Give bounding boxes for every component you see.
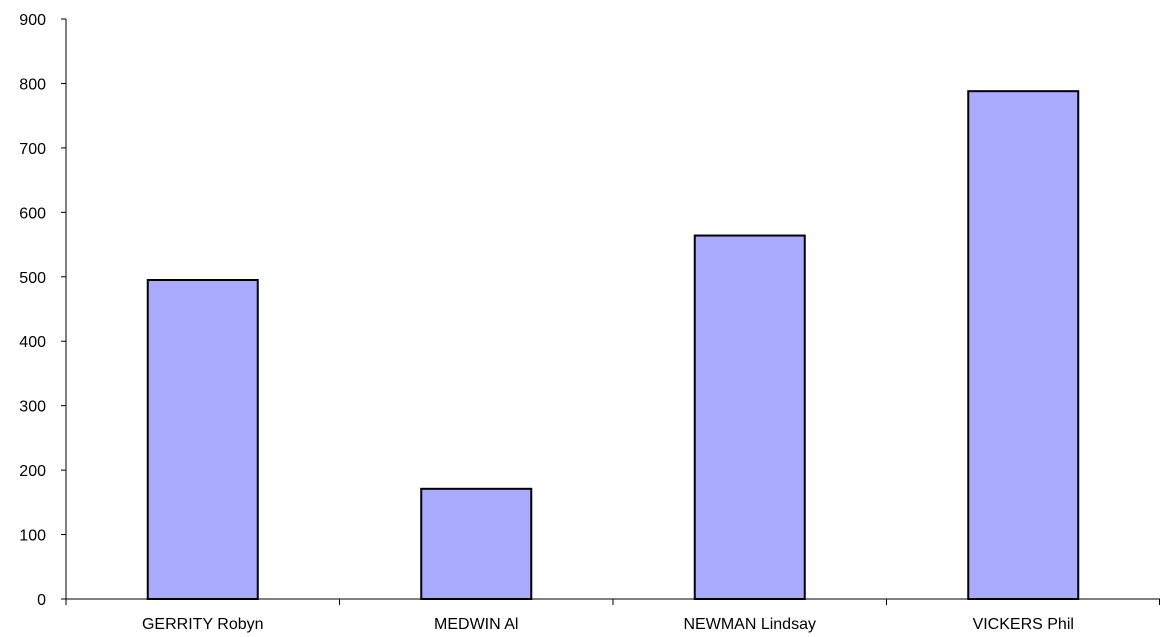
bars bbox=[146, 90, 1080, 601]
x-tick-label: GERRITY Robyn bbox=[142, 616, 264, 633]
y-tick-label: 400 bbox=[19, 334, 46, 351]
bar-medwin-al bbox=[420, 487, 533, 600]
y-tick-label: 300 bbox=[19, 399, 46, 416]
y-tick-label: 100 bbox=[19, 528, 46, 545]
bar-vickers-phil bbox=[967, 90, 1080, 601]
y-tick-label: 700 bbox=[19, 141, 46, 158]
bar-newman-lindsay bbox=[693, 234, 806, 601]
x-tick-label: VICKERS Phil bbox=[973, 616, 1074, 633]
y-tick-label: 200 bbox=[19, 463, 46, 480]
bar-gerrity-robyn bbox=[146, 279, 259, 600]
y-tick-label: 800 bbox=[19, 76, 46, 93]
x-axis: GERRITY Robyn MEDWIN Al NEWMAN Lindsay VICK… bbox=[65, 598, 1160, 633]
x-tick-label: NEWMAN Lindsay bbox=[684, 616, 816, 633]
y-tick-label: 0 bbox=[37, 592, 46, 609]
y-tick-label: 500 bbox=[19, 270, 46, 287]
y-axis: 0 100 200 300 400 500 600 700 800 900 bbox=[19, 12, 67, 609]
y-tick-label: 900 bbox=[19, 12, 46, 29]
x-tick-label: MEDWIN Al bbox=[434, 616, 518, 633]
y-tick-label: 600 bbox=[19, 205, 46, 222]
